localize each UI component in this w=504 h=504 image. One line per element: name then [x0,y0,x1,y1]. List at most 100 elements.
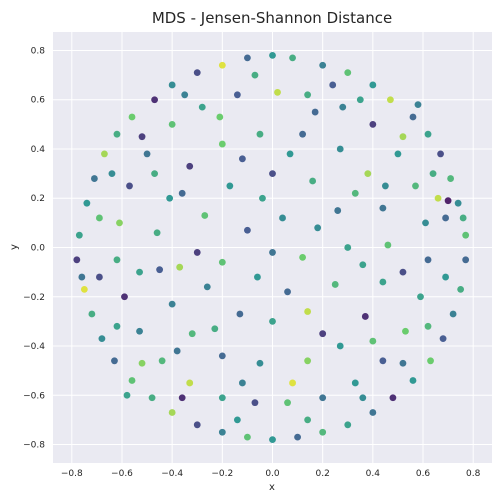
scatter-point [299,130,307,138]
scatter-point [218,258,226,266]
scatter-point [244,54,251,62]
chart-title: MDS - Jensen-Shannon Distance [152,9,392,27]
scatter-point [251,71,259,79]
scatter-point [361,313,369,320]
scatter-point [156,266,164,274]
y-tick-label: 0.6 [31,96,46,106]
data-points [73,51,470,444]
scatter-point [462,256,470,264]
scatter-point [379,204,387,212]
y-tick-label: −0.4 [23,342,45,352]
scatter-point [402,327,409,335]
scatter-point [75,231,83,239]
scatter-point [193,69,201,77]
scatter-point [218,428,226,436]
scatter-point [176,263,184,271]
x-tick-label: 0.4 [366,469,381,479]
scatter-point [394,150,402,158]
grid-lines [53,32,492,463]
scatter-point [218,394,226,402]
scatter-point [168,300,176,308]
scatter-point [444,197,452,205]
scatter-point [80,285,88,293]
scatter-point [186,162,194,170]
scatter-point [88,310,96,318]
scatter-point [442,214,449,222]
scatter-point [409,377,417,384]
scatter-point [166,194,174,202]
scatter-point [399,268,407,276]
scatter-point [369,81,377,89]
scatter-point [279,214,286,222]
scatter-point [158,357,166,365]
scatter-point [369,337,377,345]
scatter-point [256,130,264,138]
x-tick-label: −0.6 [111,469,133,479]
y-tick-label: −0.8 [23,441,45,451]
scatter-point [226,182,234,190]
scatter-point [216,113,224,121]
scatter-point [351,189,359,197]
scatter-point [108,170,116,178]
scatter-point [364,170,372,178]
scatter-point [311,108,319,116]
scatter-point [459,214,467,222]
scatter-point [211,325,219,333]
scatter-point [113,322,121,330]
scatter-point [148,394,156,402]
scatter-point [168,409,176,416]
scatter-point [101,150,108,158]
scatter-point [417,293,424,301]
scatter-point [274,88,281,96]
scatter-point [457,285,465,293]
scatter-point [181,91,189,99]
y-tick-label: −0.2 [23,293,45,303]
scatter-point [462,231,470,239]
scatter-point [244,433,251,441]
scatter-point [369,120,377,128]
x-tick-label: 0.6 [416,469,431,479]
scatter-point [389,394,397,402]
scatter-point [96,214,103,222]
scatter-point [289,54,296,62]
scatter-point [128,377,136,384]
scatter-point [143,150,151,158]
scatter-point [454,199,462,207]
scatter-point [284,288,291,296]
x-tick-label: −0.4 [161,469,183,479]
scatter-point [351,379,359,387]
scatter-point [73,256,81,264]
scatter-point [238,379,246,387]
scatter-point [286,150,294,158]
scatter-point [304,416,312,424]
scatter-point [289,379,296,387]
scatter-point [339,103,347,111]
scatter-point [168,81,176,89]
scatter-point [259,194,266,202]
scatter-point [121,293,128,301]
scatter-point [178,189,186,197]
y-axis-label: y [9,244,20,250]
scatter-point [251,399,259,407]
scatter-point [381,182,389,190]
scatter-point [309,177,317,185]
x-tick-label: 0.8 [466,469,481,479]
scatter-point [409,113,417,121]
scatter-point [138,133,146,141]
scatter-point [236,310,244,318]
scatter-point [399,133,407,141]
x-tick-label: −0.2 [211,469,233,479]
scatter-point [379,278,387,286]
scatter-point [269,436,276,444]
scatter-point [113,130,121,138]
scatter-point [384,241,392,249]
scatter-point [151,170,158,178]
scatter-point [188,330,196,338]
scatter-point [269,170,276,178]
scatter-point [414,101,422,109]
scatter-point [186,379,194,387]
scatter-point [113,256,121,264]
scatter-point [319,61,327,69]
y-tick-label: −0.6 [23,391,45,401]
